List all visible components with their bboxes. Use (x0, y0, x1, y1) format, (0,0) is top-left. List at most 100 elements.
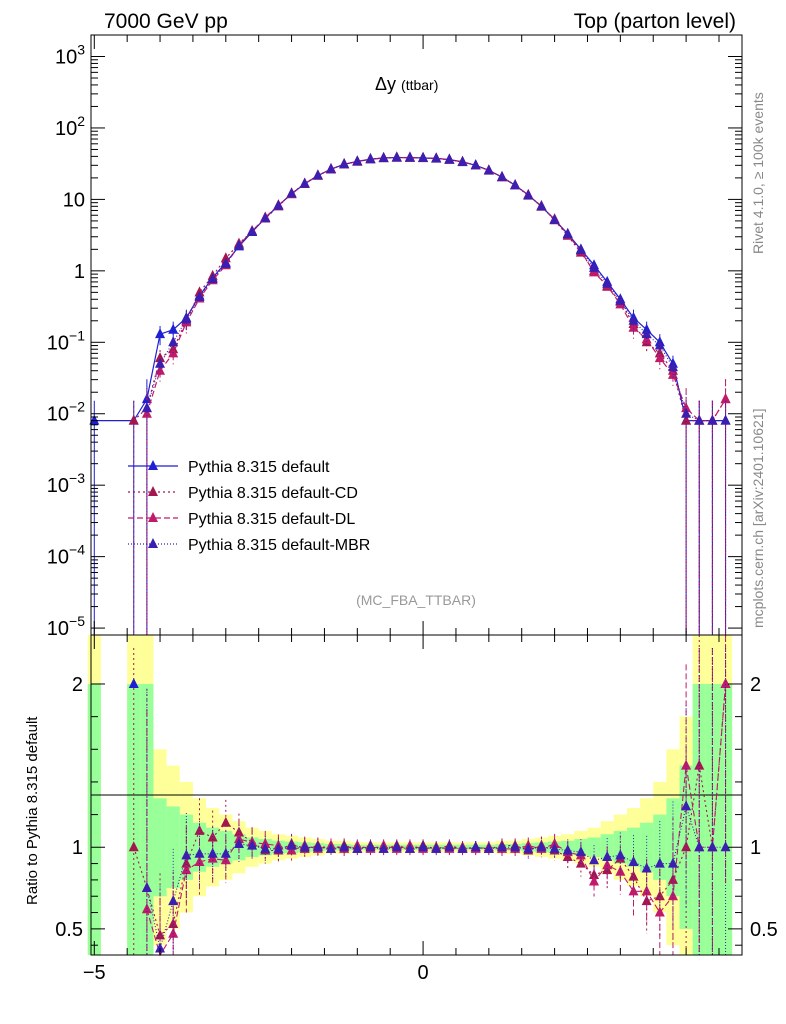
data-point (431, 152, 442, 163)
series-line (146, 156, 726, 422)
ratio-data-point (667, 873, 678, 884)
ratio-data-point (326, 842, 337, 853)
ratio-data-layer (128, 635, 731, 957)
main-y-tick-label: 10−2 (47, 399, 85, 426)
ratio-data-point (589, 875, 600, 886)
data-point (589, 261, 600, 272)
main-y-tick-label: 10−3 (47, 470, 85, 497)
ratio-y-tick-label-right: 2 (750, 674, 761, 696)
data-point (155, 364, 166, 375)
main-y-tick-base: 10 (55, 47, 77, 69)
data-point (391, 151, 402, 162)
data-point (444, 153, 455, 164)
data-point (365, 153, 376, 164)
main-y-tick-label: 10 (63, 189, 85, 211)
ratio-data-point (233, 837, 244, 848)
ratio-data-point (615, 849, 626, 860)
main-y-tick-base: 1 (74, 261, 85, 283)
ratio-data-point (431, 842, 442, 853)
data-point (523, 189, 534, 200)
main-y-tick-label: 10−4 (47, 542, 85, 569)
data-point (207, 272, 218, 283)
legend-marker (148, 512, 158, 522)
ratio-y-tick-label-right: 0.5 (750, 919, 778, 941)
data-point (155, 328, 166, 339)
ratio-y-tick-label-right: 1 (750, 837, 761, 859)
legend-label: Pythia 8.315 default-MBR (188, 537, 370, 554)
data-point (720, 393, 731, 404)
band-inner (166, 806, 180, 889)
legend-label: Pythia 8.315 default (188, 459, 330, 476)
legend-item: Pythia 8.315 default-CD (128, 485, 358, 502)
data-point (141, 402, 152, 413)
main-y-tick-label: 10−5 (47, 613, 85, 640)
ratio-data-point (562, 844, 573, 855)
ratio-data-point (273, 842, 284, 853)
main-y-tick-exponent: 3 (77, 42, 85, 58)
ratio-y-tick-label: 1 (72, 837, 83, 859)
data-point (470, 159, 481, 170)
ratio-data-point (444, 841, 455, 852)
main-y-tick-exponent: −1 (69, 327, 85, 343)
ratio-series-2 (141, 648, 731, 955)
ratio-data-point (312, 841, 323, 852)
main-title: Δy (ttbar) (375, 74, 438, 94)
ratio-data-point (141, 882, 152, 893)
data-point (194, 291, 205, 302)
ratio-data-point (378, 842, 389, 853)
data-point (128, 414, 139, 425)
main-y-tick-exponent: 2 (77, 113, 85, 129)
ratio-data-point (247, 839, 258, 850)
ratio-data-point (260, 842, 271, 853)
ratio-data-point (628, 885, 639, 896)
data-point (641, 328, 652, 339)
legend-label: Pythia 8.315 default-CD (188, 485, 358, 502)
watermark: (MC_FBA_TTBAR) (356, 592, 476, 608)
main-y-tick-base: 10 (63, 189, 85, 211)
legend-item: Pythia 8.315 default (128, 459, 330, 476)
data-point (575, 244, 586, 255)
data-point (457, 155, 468, 166)
mcplots-label: mcplots.cern.ch [arXiv:2401.10621] (750, 409, 766, 628)
main-title-symbol: Δy (375, 74, 396, 94)
ratio-data-point (391, 841, 402, 852)
main-data-layer (89, 151, 731, 635)
ratio-ylabel: Ratio to Pythia 8.315 default (24, 716, 41, 905)
x-tick-label: −5 (83, 962, 106, 984)
data-point (681, 402, 692, 413)
ratio-data-point (220, 854, 231, 865)
ratio-data-point (681, 759, 692, 770)
series-3 (141, 151, 731, 635)
legend: Pythia 8.315 default Pythia 8.315 default… (128, 459, 370, 554)
data-point (181, 313, 192, 324)
ratio-data-point (496, 841, 507, 852)
ratio-data-point (365, 841, 376, 852)
series-1 (128, 151, 731, 635)
x-tick-label: 0 (418, 962, 429, 984)
ratio-data-point (602, 851, 613, 862)
ratio-data-point (667, 857, 678, 868)
main-y-tick-exponent: −4 (69, 542, 85, 558)
ratio-data-point (549, 842, 560, 853)
ratio-data-point (654, 890, 665, 901)
data-point (510, 179, 521, 190)
data-point (260, 212, 271, 223)
ratio-frame (90, 634, 743, 956)
main-y-tick-base: 10 (47, 618, 69, 640)
band-inner (587, 837, 601, 858)
ratio-data-point (470, 841, 481, 852)
main-y-tick-base: 10 (47, 475, 69, 497)
ratio-data-point (181, 849, 192, 860)
main-y-tick-label: 1 (74, 261, 85, 283)
ratio-data-point (707, 841, 718, 852)
data-point (483, 164, 494, 175)
ratio-data-point (181, 857, 192, 868)
ratio-data-point (654, 857, 665, 868)
ratio-data-point (128, 841, 139, 852)
ratio-data-point (720, 677, 731, 688)
ratio-data-point (510, 841, 521, 852)
data-point (496, 170, 507, 181)
data-point (549, 213, 560, 224)
data-point (89, 414, 100, 425)
